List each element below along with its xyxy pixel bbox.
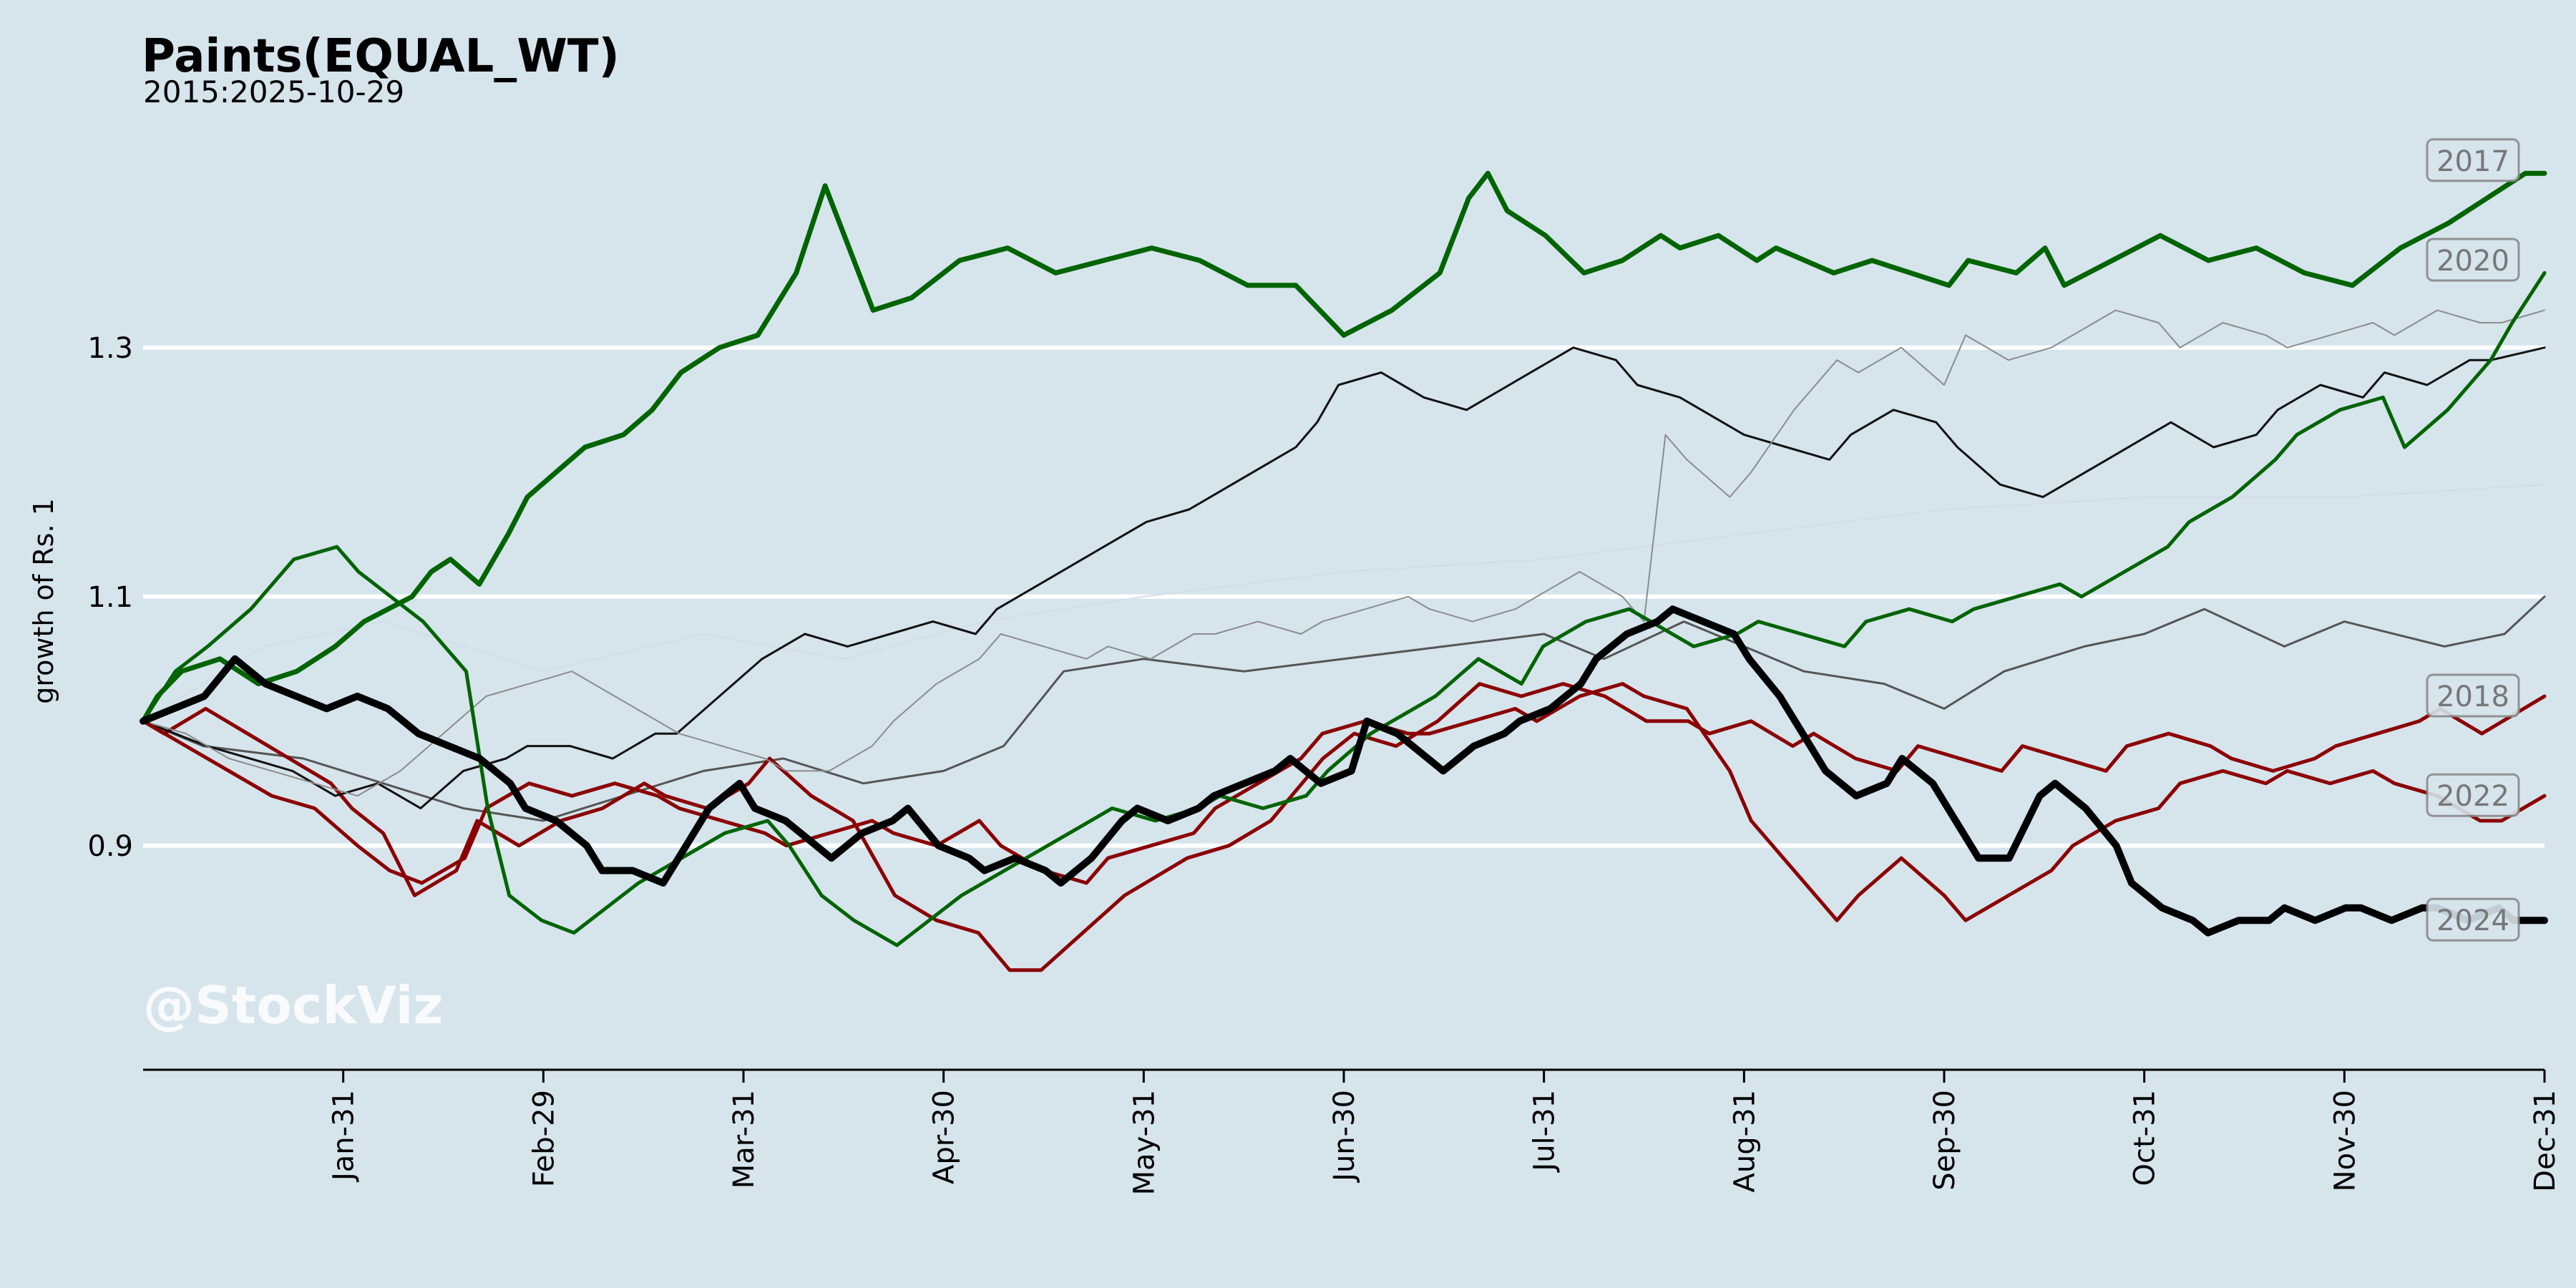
x-tick-label: Feb-29 (527, 1090, 560, 1187)
label-box (2426, 673, 2520, 718)
label-text: 2022 (2436, 780, 2509, 813)
series-end-label-2022: 2022 (2426, 773, 2520, 817)
label-box (2426, 897, 2520, 942)
x-tick-label: Aug-31 (1728, 1090, 1761, 1192)
x-tick-label: Mar-31 (728, 1090, 761, 1189)
series-end-label-2017: 2017 (2426, 138, 2520, 182)
series-line-2016 (142, 595, 2546, 822)
series-line-2023 (141, 270, 2547, 947)
x-tick-label: Nov-30 (2328, 1090, 2361, 1191)
label-text: 2020 (2436, 245, 2509, 278)
label-text: 2018 (2436, 680, 2509, 713)
label-layer: 2017 2018 2020 2022 2024 (2426, 138, 2520, 942)
series-line-2020 (142, 309, 2545, 797)
x-tick-label: Dec-31 (2529, 1090, 2562, 1192)
y-tick-label: 0.9 (87, 830, 133, 863)
x-tick-label: Jan-31 (328, 1090, 361, 1183)
series-layer (140, 170, 2548, 972)
label-box (2426, 238, 2520, 282)
label-box (2426, 773, 2520, 817)
y-tick-label: 1.1 (87, 581, 133, 614)
x-tick-label: May-31 (1128, 1090, 1161, 1195)
series-line-2024 (140, 605, 2548, 937)
label-text: 2017 (2436, 145, 2509, 178)
series-line-2018 (141, 682, 2547, 972)
x-tick-label: Jun-30 (1328, 1090, 1361, 1184)
series-line-2015 (142, 484, 2545, 722)
chart-title: Paints(EQUAL_WT) (142, 30, 620, 83)
series-line-2022 (141, 682, 2547, 922)
series-end-label-2020: 2020 (2426, 238, 2520, 282)
series-end-label-2018: 2018 (2426, 673, 2520, 718)
x-tick-label: Sep-30 (1928, 1090, 1961, 1191)
chart-subtitle: 2015:2025-10-29 (143, 74, 405, 109)
axis-layer: 0.9 1.1 1.3 Jan-31 Feb-29 Mar-31 Apr-30 May-31 J… (87, 332, 2562, 1196)
y-axis-label: growth of Rs. 1 (28, 498, 59, 704)
series-end-label-2024: 2024 (2426, 897, 2520, 942)
grid-layer (143, 345, 2545, 848)
x-tick-label: Apr-30 (928, 1090, 961, 1184)
watermark: @StockViz (143, 975, 443, 1035)
series-line-2017 (140, 170, 2547, 724)
label-text: 2024 (2436, 904, 2509, 937)
x-tick-label: Oct-31 (2129, 1090, 2162, 1186)
y-tick-label: 1.3 (87, 332, 133, 365)
series-line-2019 (142, 346, 2546, 810)
x-tick-label: Jul-31 (1528, 1090, 1561, 1174)
label-box (2426, 138, 2520, 182)
